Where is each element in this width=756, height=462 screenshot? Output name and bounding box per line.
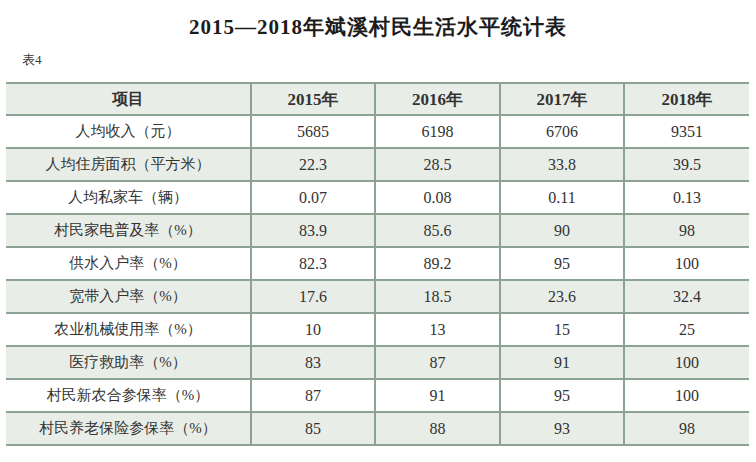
table-cell: 95 [500, 379, 624, 412]
column-header-2018: 2018年 [624, 83, 749, 115]
table-cell: 87 [375, 346, 500, 379]
table-cell: 100 [624, 346, 749, 379]
table-row: 医疗救助率（%）838791100 [6, 346, 749, 379]
table-row: 宽带入户率（%）17.618.523.632.4 [6, 280, 749, 313]
table-cell: 100 [624, 247, 749, 280]
table-cell: 98 [624, 214, 749, 247]
table-cell: 0.11 [500, 181, 624, 214]
table-cell: 0.08 [375, 181, 500, 214]
table-cell: 22.3 [251, 148, 375, 181]
table-cell: 13 [375, 313, 500, 346]
table-cell: 17.6 [251, 280, 375, 313]
table-row: 村民家电普及率（%）83.985.69098 [6, 214, 749, 247]
row-label: 农业机械使用率（%） [6, 313, 251, 346]
table-row: 村民养老保险参保率（%）85889398 [6, 412, 749, 445]
table-cell: 33.8 [500, 148, 624, 181]
table-cell: 83 [251, 346, 375, 379]
column-header-item: 项目 [6, 83, 251, 115]
table-row: 村民新农合参保率（%）879195100 [6, 379, 749, 412]
table-cell: 82.3 [251, 247, 375, 280]
table-cell: 5685 [251, 115, 375, 148]
table-row: 供水入户率（%）82.389.295100 [6, 247, 749, 280]
table-cell: 6198 [375, 115, 500, 148]
row-label: 人均私家车（辆） [6, 181, 251, 214]
table-cell: 91 [500, 346, 624, 379]
table-cell: 18.5 [375, 280, 500, 313]
table-row: 人均私家车（辆）0.070.080.110.13 [6, 181, 749, 214]
table-cell: 0.07 [251, 181, 375, 214]
table-body: 人均收入（元）5685619867069351人均住房面积（平方米）22.328… [6, 115, 749, 445]
table-cell: 0.13 [624, 181, 749, 214]
table-label: 表4 [22, 51, 42, 69]
table-cell: 6706 [500, 115, 624, 148]
table-cell: 93 [500, 412, 624, 445]
column-header-2015: 2015年 [251, 83, 375, 115]
row-label: 宽带入户率（%） [6, 280, 251, 313]
row-label: 村民家电普及率（%） [6, 214, 251, 247]
table-cell: 39.5 [624, 148, 749, 181]
column-header-2017: 2017年 [500, 83, 624, 115]
table-cell: 88 [375, 412, 500, 445]
table-cell: 83.9 [251, 214, 375, 247]
table-cell: 9351 [624, 115, 749, 148]
row-label: 医疗救助率（%） [6, 346, 251, 379]
table-cell: 98 [624, 412, 749, 445]
page-title: 2015—2018年斌溪村民生活水平统计表 [0, 13, 756, 41]
table-row: 人均住房面积（平方米）22.328.533.839.5 [6, 148, 749, 181]
table-cell: 25 [624, 313, 749, 346]
table-cell: 91 [375, 379, 500, 412]
table-cell: 23.6 [500, 280, 624, 313]
column-header-2016: 2016年 [375, 83, 500, 115]
table-cell: 28.5 [375, 148, 500, 181]
row-label: 人均收入（元） [6, 115, 251, 148]
table-row: 人均收入（元）5685619867069351 [6, 115, 749, 148]
table-cell: 90 [500, 214, 624, 247]
page: 2015—2018年斌溪村民生活水平统计表 表4 项目 2015年 2016年 … [0, 0, 756, 462]
table-cell: 10 [251, 313, 375, 346]
row-label: 村民新农合参保率（%） [6, 379, 251, 412]
header-row: 项目 2015年 2016年 2017年 2018年 [6, 83, 749, 115]
row-label: 人均住房面积（平方米） [6, 148, 251, 181]
table-cell: 87 [251, 379, 375, 412]
table-cell: 89.2 [375, 247, 500, 280]
row-label: 村民养老保险参保率（%） [6, 412, 251, 445]
table-cell: 100 [624, 379, 749, 412]
table-cell: 95 [500, 247, 624, 280]
table-row: 农业机械使用率（%）10131525 [6, 313, 749, 346]
table-cell: 85.6 [375, 214, 500, 247]
table-cell: 15 [500, 313, 624, 346]
table-cell: 85 [251, 412, 375, 445]
row-label: 供水入户率（%） [6, 247, 251, 280]
statistics-table: 项目 2015年 2016年 2017年 2018年 人均收入（元）568561… [6, 82, 749, 446]
table-cell: 32.4 [624, 280, 749, 313]
